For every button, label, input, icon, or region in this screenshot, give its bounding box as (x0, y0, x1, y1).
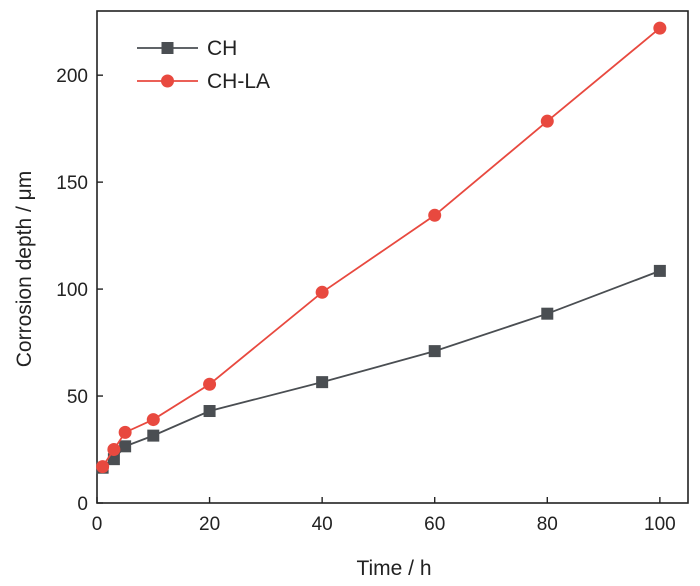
data-point (428, 345, 441, 358)
x-axis-label: Time / h (356, 557, 431, 580)
data-point (118, 425, 132, 439)
series-line (101, 27, 661, 468)
data-point (316, 376, 329, 389)
x-tick-label: 60 (424, 514, 445, 535)
y-axis-label: Corrosion depth / μm (13, 171, 36, 368)
series-ch (96, 264, 666, 474)
data-point (203, 405, 216, 418)
legend-label: CH-LA (207, 70, 270, 93)
y-tick-label: 100 (56, 280, 88, 301)
legend-marker (161, 42, 174, 54)
x-tick-label: 0 (92, 514, 103, 535)
plot-frame (96, 10, 689, 504)
data-point (96, 460, 110, 474)
legend-item: CH-LA (137, 70, 270, 93)
data-point (653, 21, 667, 35)
legend-item: CH (137, 37, 237, 60)
x-tick-label: 100 (644, 514, 676, 535)
data-point (315, 285, 329, 299)
data-point (540, 114, 554, 128)
series-ch-la (96, 21, 667, 474)
x-tick-label: 80 (537, 514, 558, 535)
y-tick-label: 150 (56, 173, 88, 194)
series-group (96, 21, 667, 474)
y-tick-label: 200 (56, 66, 88, 87)
axes: 0 20 40 60 80 100 0 50 100 150 200 (56, 10, 689, 535)
data-point (541, 307, 554, 320)
data-point (428, 208, 442, 222)
y-tick-label: 50 (67, 387, 88, 408)
legend-label: CH (207, 37, 237, 60)
data-point (146, 413, 160, 427)
data-point (107, 443, 121, 457)
data-point (119, 440, 132, 453)
data-point (203, 377, 217, 391)
legend-marker (161, 74, 174, 88)
data-point (147, 429, 160, 442)
y-tick-label: 0 (77, 494, 88, 515)
series-line (102, 270, 661, 469)
x-tick-label: 40 (312, 514, 333, 535)
x-tick-label: 20 (199, 514, 220, 535)
data-point (107, 453, 120, 466)
legend: CH CH-LA (137, 37, 270, 93)
data-point (653, 264, 666, 277)
